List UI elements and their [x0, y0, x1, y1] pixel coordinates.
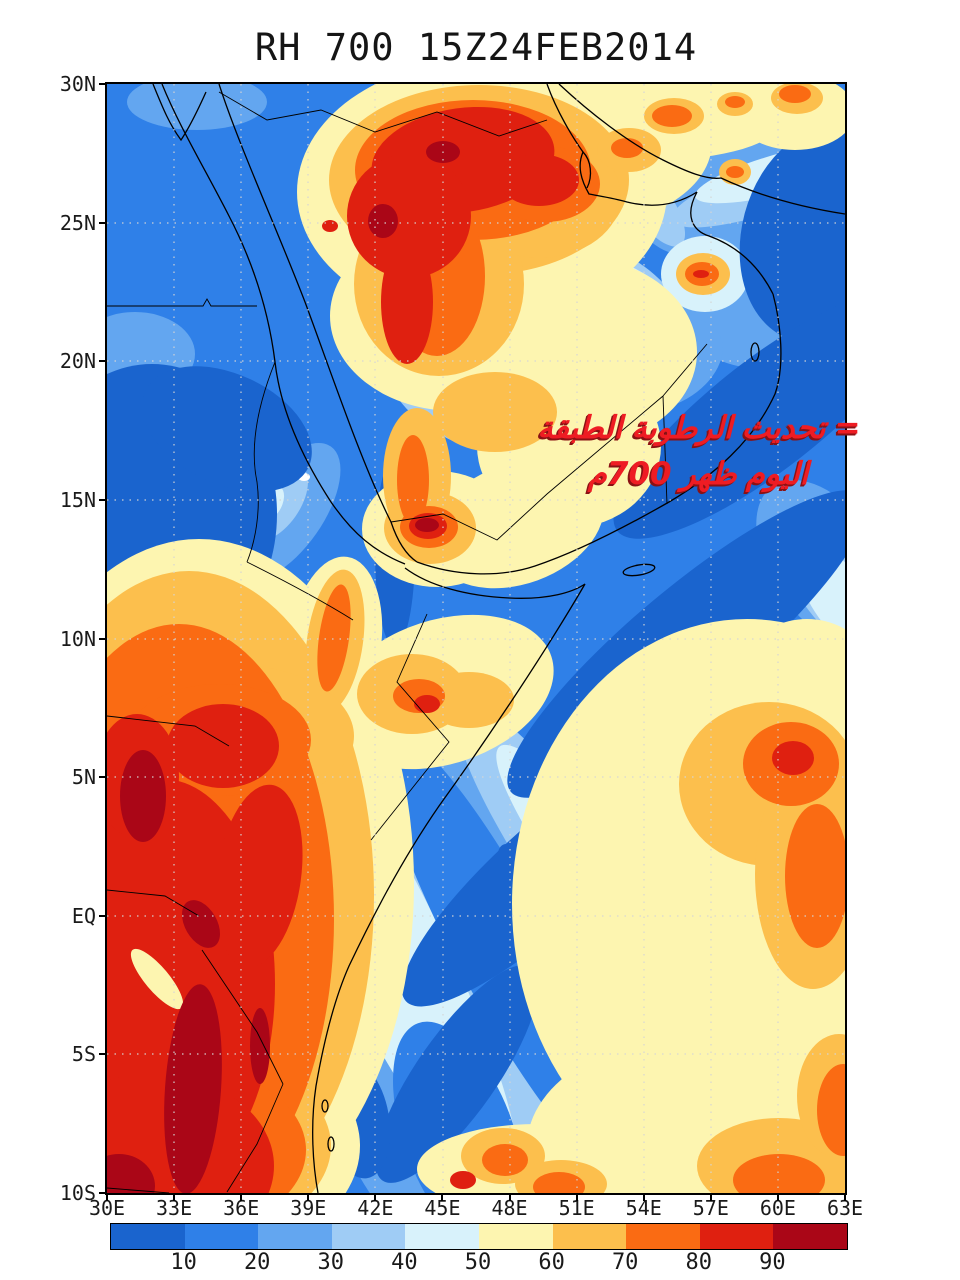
y-axis-tick	[99, 83, 107, 85]
y-axis-label: 25N	[59, 210, 96, 235]
colorbar-cell	[478, 1224, 553, 1249]
y-axis-label: 20N	[59, 349, 96, 374]
y-axis-label: 5S	[71, 1042, 96, 1067]
x-axis-label: 30E	[88, 1196, 126, 1220]
y-axis-label: 10N	[59, 626, 96, 651]
x-axis-tick	[240, 1193, 243, 1201]
annotation-line-1: الطبقة الرطوبة تحديث =	[537, 410, 860, 446]
map-plot-area: الطبقة الرطوبة تحديث = 700م ظهر اليوم	[105, 82, 861, 1195]
x-axis-tick	[508, 1193, 511, 1201]
y-axis-tick	[99, 637, 107, 640]
x-axis-label: 33E	[156, 1196, 193, 1220]
y-axis-label: 15N	[59, 487, 96, 512]
colorbar-cell	[773, 1224, 847, 1249]
coastlines	[152, 84, 845, 1193]
y-axis-tick	[99, 914, 107, 917]
annotation-word: ظهر	[680, 456, 737, 492]
colorbar-label: 40	[391, 1250, 418, 1275]
colorbar-label: 10	[170, 1250, 197, 1275]
x-axis-label: 63E	[826, 1196, 864, 1220]
x-axis-label: 51E	[558, 1196, 595, 1220]
x-axis-tick	[776, 1193, 779, 1201]
y-axis-tick	[99, 360, 107, 363]
colorbar-cell	[626, 1224, 700, 1249]
colorbar-label: 30	[317, 1250, 345, 1275]
x-axis-tick	[106, 1193, 108, 1201]
x-axis-tick	[441, 1193, 444, 1201]
annotation-word: تحديث	[741, 410, 826, 446]
chart-title: RH 700 15Z24FEB2014	[254, 26, 698, 69]
colorbar-cell	[184, 1224, 259, 1249]
colorbar-label: 70	[611, 1250, 639, 1275]
colorbar-label: 50	[464, 1250, 492, 1275]
colorbar	[110, 1223, 848, 1250]
x-axis-tick	[709, 1193, 712, 1201]
colorbar-cell	[331, 1224, 406, 1249]
x-axis-label: 45E	[424, 1196, 461, 1220]
y-axis-tick	[99, 776, 107, 779]
country-borders	[107, 91, 708, 1193]
y-axis-tick	[99, 221, 107, 224]
y-axis-label: 10S	[59, 1181, 96, 1205]
annotation-line-2: 700م ظهر اليوم	[588, 456, 809, 492]
colorbar-cell	[552, 1224, 627, 1249]
annotation-word: الطبقة	[537, 410, 623, 446]
y-axis-tick	[99, 1053, 107, 1056]
colorbar-cell	[111, 1224, 185, 1249]
colorbar-label: 60	[538, 1250, 565, 1275]
x-axis-tick	[173, 1193, 176, 1201]
x-axis-label: 36E	[223, 1196, 260, 1220]
x-axis-label: 54E	[625, 1196, 662, 1220]
annotation-word: الرطوبة	[631, 410, 733, 446]
annotation-word: اليوم	[745, 456, 809, 492]
x-axis-label: 48E	[491, 1196, 528, 1220]
grid-lines	[107, 84, 845, 1193]
colorbar-cell	[699, 1224, 774, 1249]
annotation-word: =	[834, 410, 861, 446]
colorbar-cell	[258, 1224, 332, 1249]
y-axis-label: 5N	[71, 765, 96, 790]
rh-contour-field	[107, 84, 845, 1193]
colorbar-label: 90	[759, 1250, 786, 1275]
y-axis-tick	[99, 1192, 107, 1194]
annotation-word: 700م	[587, 456, 672, 492]
x-axis-tick	[575, 1193, 578, 1201]
y-axis-label: 30N	[59, 72, 96, 96]
x-axis-tick	[844, 1193, 846, 1201]
colorbar-label: 80	[685, 1250, 713, 1275]
y-axis-tick	[99, 498, 107, 501]
colorbar-label: 20	[243, 1250, 271, 1275]
y-axis-label: EQ	[71, 903, 96, 928]
x-axis-label: 39E	[290, 1196, 327, 1220]
x-axis-tick	[307, 1193, 310, 1201]
x-axis-label: 60E	[759, 1196, 796, 1220]
colorbar-cell	[405, 1224, 479, 1249]
x-axis-tick	[642, 1193, 645, 1201]
x-axis-label: 57E	[692, 1196, 729, 1220]
x-axis-label: 42E	[357, 1196, 394, 1220]
x-axis-tick	[374, 1193, 377, 1201]
